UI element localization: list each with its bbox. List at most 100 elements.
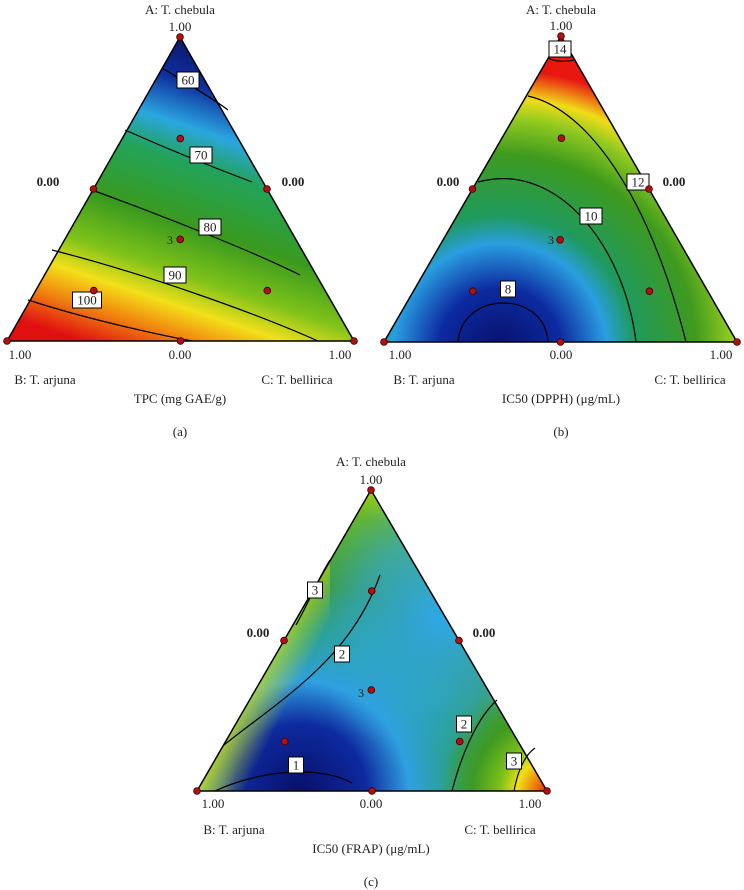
design-point <box>89 185 98 193</box>
contour-label: 90 <box>169 268 182 283</box>
contour-label-box <box>288 756 304 774</box>
contour-label: 14 <box>554 42 568 57</box>
contour-label-box <box>189 146 213 164</box>
contour-a-60 <box>161 67 229 111</box>
vertex-c-top-name: A: T. chebula <box>336 454 406 469</box>
edge-b-right-value: 0.00 <box>663 174 686 189</box>
contour-label: 80 <box>204 220 217 235</box>
design-point <box>263 185 271 193</box>
design-point <box>557 134 566 143</box>
design-point <box>280 636 288 645</box>
vertex-a-top-value: 1.00 <box>169 19 192 34</box>
vertex-b-top-value: 1.00 <box>550 18 573 33</box>
panel-b: 14 12 10 8 A: T. chebula 1.00 0.00 0.00 1.0… <box>380 2 741 439</box>
vertex-c-right-value: 1.00 <box>519 796 542 811</box>
contour-c-2-right <box>451 699 498 792</box>
design-point <box>469 287 477 296</box>
contour-label: 2 <box>461 717 468 732</box>
contour-label: 3 <box>511 754 518 769</box>
edge-b-left-value: 0.00 <box>437 174 460 189</box>
contour-label-box <box>307 581 323 599</box>
design-point <box>455 636 463 645</box>
contour-label-box <box>626 173 650 191</box>
design-point <box>176 33 184 41</box>
design-point <box>176 337 185 345</box>
edge-c-right-value: 0.00 <box>473 625 496 640</box>
design-point <box>645 287 654 296</box>
center-replicates-a: 3 <box>167 233 173 247</box>
vertex-a-right-name: C: T. bellirica <box>261 372 333 387</box>
contour-labels-c: 3 2 1 2 3 <box>288 581 522 774</box>
vertex-a-left-value: 1.00 <box>9 347 32 362</box>
design-point <box>367 587 376 595</box>
design-point <box>645 185 653 193</box>
panel-label-c: (c) <box>364 874 378 889</box>
vertex-b-right-value: 1.00 <box>710 347 733 362</box>
design-point <box>263 286 272 295</box>
contour-labels-b: 14 12 10 8 <box>500 40 650 298</box>
center-replicates-b: 3 <box>548 233 554 247</box>
design-point <box>280 737 289 746</box>
design-point <box>176 235 185 244</box>
contour-a-90 <box>51 249 319 342</box>
edge-b-bottom-value: 0.00 <box>550 347 573 362</box>
vertex-a-right-value: 1.00 <box>329 347 352 362</box>
panel-label-b: (b) <box>553 424 568 439</box>
contour-label: 1 <box>293 758 300 773</box>
design-point <box>455 737 464 746</box>
design-point <box>90 286 98 295</box>
contour-label: 10 <box>585 209 598 224</box>
design-point <box>368 787 376 795</box>
vertex-c-left-name: B: T. arjuna <box>203 822 264 837</box>
panel-b-surface <box>384 36 737 342</box>
contour-label: 3 <box>312 583 319 598</box>
contour-label-box <box>198 218 222 236</box>
design-point <box>733 338 741 346</box>
contour-label-box <box>548 40 572 58</box>
contour-label-box <box>163 266 187 284</box>
contour-label-box <box>506 752 522 770</box>
vertex-c-right-name: C: T. bellirica <box>464 822 536 837</box>
contour-label-box <box>456 715 472 733</box>
contour-label: 2 <box>339 647 346 662</box>
design-points-a <box>3 33 358 345</box>
design-point <box>556 338 565 346</box>
contour-label-box <box>579 207 603 225</box>
xlabel-a: TPC (mg GAE/g) <box>134 391 226 406</box>
contour-label: 70 <box>195 148 208 163</box>
design-points-b <box>380 32 741 346</box>
panel-a: 60 70 80 90 100 A: T. chebula 1.00 0.00 0.00… <box>3 2 358 439</box>
design-point <box>3 337 11 345</box>
design-points-c <box>193 486 551 795</box>
design-point <box>468 185 477 193</box>
contour-b-12 <box>527 95 687 343</box>
xlabel-b: IC50 (DPPH) (μg/mL) <box>502 391 620 406</box>
contour-label: 12 <box>632 175 645 190</box>
edge-c-left-value: 0.00 <box>247 625 270 640</box>
contour-b-8 <box>457 302 549 343</box>
contour-label-box <box>500 280 516 298</box>
vertex-a-top-name: A: T. chebula <box>145 2 215 17</box>
design-point <box>367 686 376 694</box>
contour-labels-a: 60 70 80 90 100 <box>72 71 222 309</box>
vertex-c-left-value: 1.00 <box>202 796 225 811</box>
edge-a-bottom-value: 0.00 <box>169 347 192 362</box>
design-point <box>367 486 375 494</box>
vertex-c-top-value: 1.00 <box>360 472 383 487</box>
xlabel-c: IC50 (FRAP) (μg/mL) <box>312 841 429 856</box>
panel-label-a: (a) <box>173 424 187 439</box>
contour-c-2-left <box>223 574 381 746</box>
edge-a-right-value: 0.00 <box>282 174 305 189</box>
design-point <box>543 787 551 795</box>
vertex-a-left-name: B: T. arjuna <box>14 372 75 387</box>
center-replicates-c: 3 <box>358 686 364 700</box>
contour-label-box <box>72 291 102 309</box>
vertex-b-left-name: B: T. arjuna <box>393 372 454 387</box>
edge-a-left-value: 0.00 <box>37 174 60 189</box>
contour-label: 100 <box>77 293 97 308</box>
vertex-b-top-name: A: T. chebula <box>526 2 596 17</box>
design-point <box>380 338 388 346</box>
contour-label: 8 <box>505 282 512 297</box>
